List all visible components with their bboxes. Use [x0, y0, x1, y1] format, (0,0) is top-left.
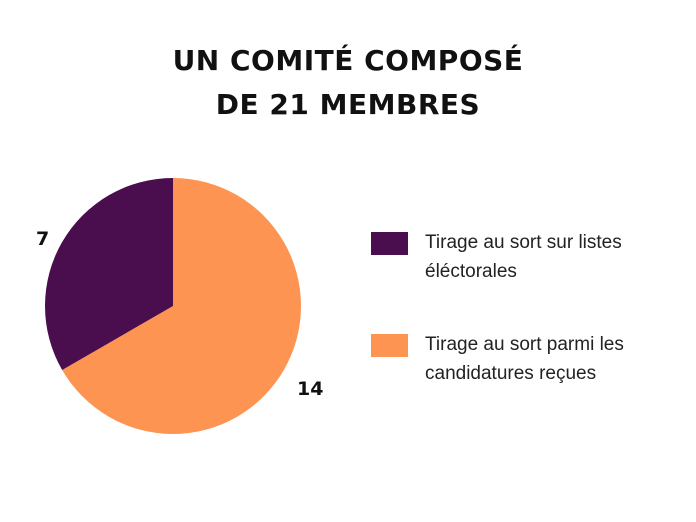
chart-title-line-2: DE 21 MEMBRES [215, 88, 481, 121]
legend-swatch-1 [371, 334, 408, 357]
legend-label-0-line-2: éléctorales [425, 261, 517, 282]
pie-slice-1 [62, 178, 302, 434]
legend-entry-1: Tirage au sort parmi les candidatures re… [425, 330, 675, 388]
legend-swatch-0 [371, 232, 408, 255]
legend-label-0-line-1: Tirage au sort sur listes [425, 232, 622, 253]
legend-label-1-line-1: Tirage au sort parmi les [425, 334, 624, 355]
legend-entry-0: Tirage au sort sur listes éléctorales [425, 228, 675, 286]
slice-value-label-1: 14 [297, 378, 324, 400]
slice-value-label-0: 7 [36, 228, 50, 250]
pie-slice-0 [45, 178, 174, 370]
legend-label-1-line-2: candidatures reçues [425, 363, 597, 384]
chart-title-line-1: UN COMITÉ COMPOSÉ [172, 44, 524, 77]
